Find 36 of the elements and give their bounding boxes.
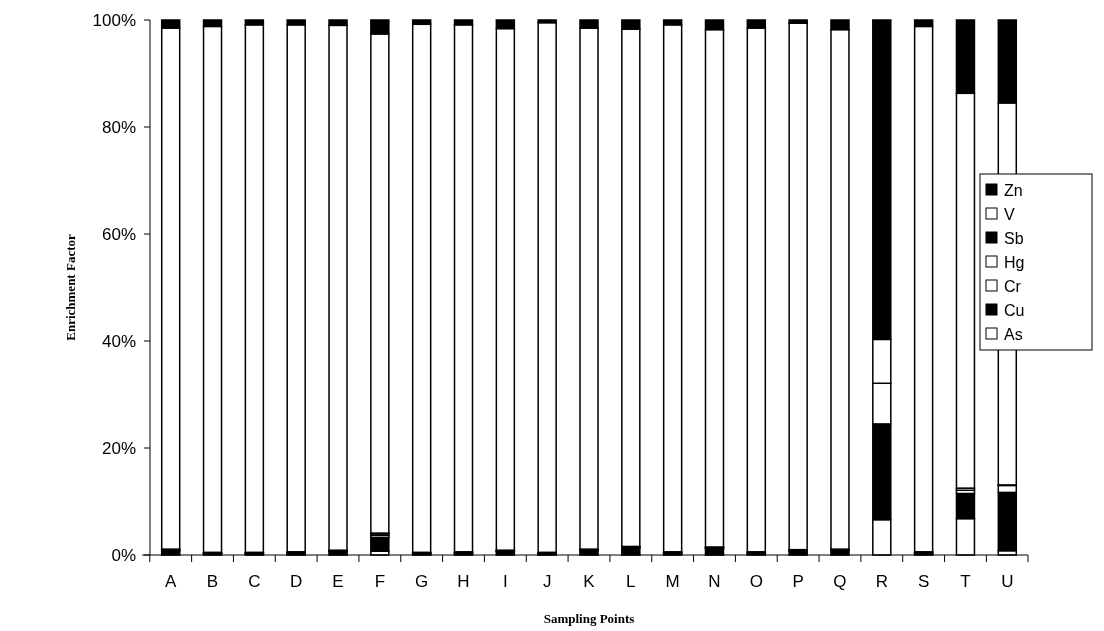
x-tick-label: F [374, 572, 386, 591]
x-tick-label: O [749, 572, 763, 591]
y-tick-label: 80% [101, 117, 136, 137]
legend-label: V [1004, 205, 1015, 223]
x-tick-label: Q [833, 572, 847, 591]
x-tick-label: R [875, 572, 888, 591]
x-tick-label: J [542, 572, 552, 591]
x-tick-label: G [415, 572, 429, 591]
legend-label: Cr [1004, 277, 1022, 295]
x-tick-label: T [960, 572, 971, 591]
y-tick-label: 40% [101, 331, 136, 351]
x-tick-label: K [583, 572, 596, 591]
legend-label: Hg [1004, 253, 1025, 271]
x-tick-label: N [708, 572, 721, 591]
y-tick-label: 0% [111, 545, 136, 565]
x-tick-label: A [165, 572, 178, 591]
legend-label: Cu [1004, 301, 1025, 319]
x-tick-label: E [332, 572, 344, 591]
x-axis-title: Sampling Points [543, 611, 635, 626]
y-tick-label: 100% [92, 10, 136, 30]
x-tick-label: C [248, 572, 261, 591]
y-tick-label: 60% [101, 224, 136, 244]
x-tick-label: P [792, 572, 804, 591]
y-tick-label: 20% [101, 438, 136, 458]
x-tick-label: B [206, 572, 219, 591]
legend-label: Sb [1004, 229, 1024, 247]
y-axis-title: Enrichment Factor [63, 234, 78, 341]
x-tick-label: L [626, 572, 636, 591]
x-tick-label: H [457, 572, 470, 591]
x-tick-label: S [917, 572, 930, 591]
x-tick-label: U [1001, 572, 1014, 591]
x-tick-label: I [502, 572, 508, 591]
legend-label: As [1004, 325, 1023, 343]
x-tick-label: M [665, 572, 680, 591]
x-tick-label: D [290, 572, 303, 591]
legend-label: Zn [1004, 181, 1023, 199]
